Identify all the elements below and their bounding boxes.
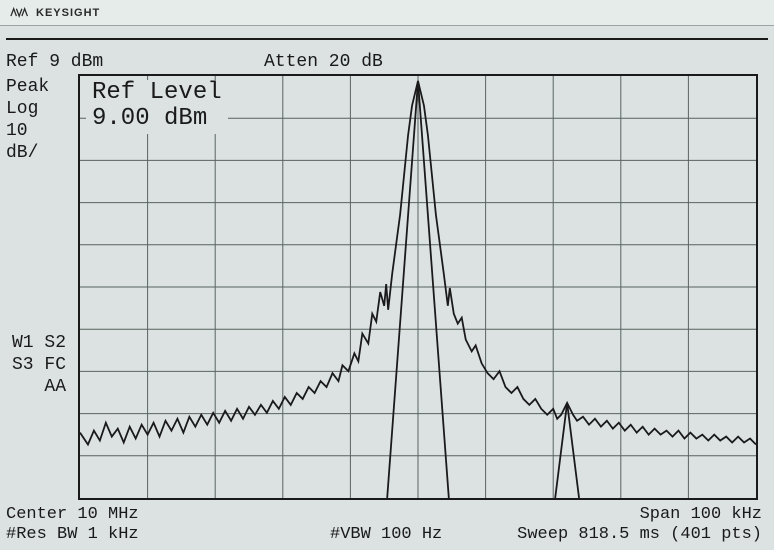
header-divider xyxy=(6,38,768,40)
indicator-w1s2: W1 S2 xyxy=(6,332,66,354)
spectrum-svg xyxy=(80,76,756,498)
indicator-s3fc: S3 FC xyxy=(6,354,66,376)
scale-unit-label: dB/ xyxy=(6,142,49,164)
ref-level-overlay: Ref Level 9.00 dBm xyxy=(86,80,228,134)
keysight-logo-icon xyxy=(10,6,32,20)
content-area: Ref 9 dBm Atten 20 dB Peak Log 10 dB/ W1… xyxy=(6,52,766,544)
ref-level-label: Ref 9 dBm xyxy=(6,52,103,72)
center-freq-label: Center 10 MHz xyxy=(6,505,139,524)
analyzer-screen: KEYSIGHT Ref 9 dBm Atten 20 dB Peak Log … xyxy=(0,0,774,550)
span-label: Span 100 kHz xyxy=(640,505,762,524)
spectrum-plot[interactable]: Ref Level 9.00 dBm xyxy=(78,74,758,500)
scale-value-label: 10 xyxy=(6,120,49,142)
scale-type-label: Log xyxy=(6,98,49,120)
sweep-label: Sweep 818.5 ms (401 pts) xyxy=(517,525,762,544)
detector-label: Peak xyxy=(6,76,49,98)
trace-indicators: W1 S2 S3 FC AA xyxy=(6,332,66,398)
brand-name: KEYSIGHT xyxy=(36,7,100,19)
indicator-aa: AA xyxy=(6,376,66,398)
attenuation-label: Atten 20 dB xyxy=(264,52,383,72)
vbw-label: #VBW 100 Hz xyxy=(330,525,442,544)
res-bw-label: #Res BW 1 kHz xyxy=(6,525,139,544)
overlay-title: Ref Level xyxy=(92,80,222,106)
title-bar: KEYSIGHT xyxy=(0,0,774,26)
scale-labels: Peak Log 10 dB/ xyxy=(6,76,49,164)
overlay-value: 9.00 dBm xyxy=(92,106,222,132)
